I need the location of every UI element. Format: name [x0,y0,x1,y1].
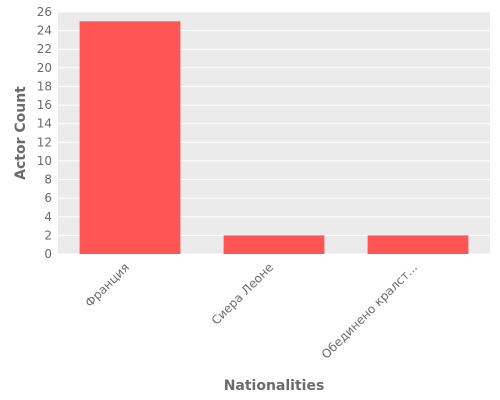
y-tick-label: 20 [37,61,52,75]
y-tick-label: 8 [44,173,52,187]
y-tick-label: 10 [37,154,52,168]
y-tick-label: 0 [44,247,52,261]
x-axis-title: Nationalities [224,378,325,394]
bar [223,235,325,254]
x-axis-ticks: Франция Сиера Леоне Обединено кралст... [82,260,420,361]
y-tick-label: 14 [37,117,52,131]
y-tick-label: 18 [37,79,52,93]
y-tick-label: 2 [44,228,52,242]
bar [79,21,181,254]
x-tick-label: Франция [82,260,132,310]
y-tick-label: 4 [44,210,52,224]
x-tick-label: Обединено кралст... [319,260,420,361]
y-tick-label: 24 [37,24,52,38]
bars [79,21,469,254]
y-tick-label: 16 [37,98,52,112]
x-tick-label: Сиера Леоне [209,260,276,327]
y-tick-label: 12 [37,135,52,149]
bar [367,235,469,254]
y-tick-label: 6 [44,191,52,205]
y-tick-label: 26 [37,5,52,19]
y-axis-title: Actor Count [13,86,29,180]
y-tick-label: 22 [37,42,52,56]
